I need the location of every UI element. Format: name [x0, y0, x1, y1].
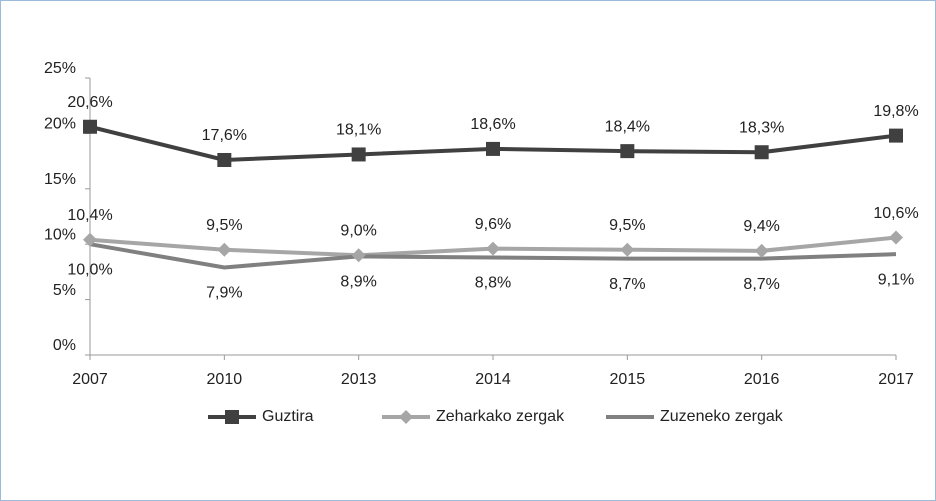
x-tick-label: 2014: [475, 371, 511, 388]
series-line: [89, 242, 897, 270]
legend-label: Zuzeneko zergak: [660, 408, 784, 425]
marker: [217, 152, 232, 167]
y-tick-label: 0%: [53, 337, 76, 354]
data-label: 8,9%: [340, 274, 376, 291]
x-tick-label: 2017: [878, 371, 914, 388]
data-label: 8,7%: [743, 276, 779, 293]
legend-label: Guztira: [262, 408, 314, 425]
marker: [486, 141, 500, 156]
y-tick-label: 25%: [44, 60, 76, 77]
marker: [399, 410, 413, 424]
marker: [351, 248, 366, 263]
data-label: 9,4%: [743, 218, 779, 235]
data-label: 9,0%: [340, 222, 376, 239]
data-label: 18,6%: [470, 116, 515, 133]
marker: [351, 147, 366, 162]
x-tick-label: 2013: [341, 371, 377, 388]
x-tick-label: 2007: [72, 371, 108, 388]
data-label: 18,1%: [336, 122, 381, 139]
data-label: 8,7%: [609, 276, 645, 293]
data-label: 20,6%: [67, 94, 112, 111]
data-label: 19,8%: [873, 103, 918, 120]
y-tick-label: 20%: [44, 116, 76, 133]
marker: [754, 145, 769, 160]
marker: [83, 232, 97, 247]
marker: [225, 410, 239, 424]
x-tick-label: 2015: [610, 371, 646, 388]
data-label: 10,4%: [67, 207, 112, 224]
data-label: 9,5%: [206, 217, 242, 234]
marker: [889, 128, 903, 143]
marker: [83, 119, 97, 134]
marker: [754, 243, 769, 258]
data-label: 17,6%: [202, 127, 247, 144]
data-label: 18,3%: [739, 119, 784, 136]
legend-label: Zeharkako zergak: [436, 408, 565, 425]
data-label: 9,1%: [878, 271, 914, 288]
marker: [486, 241, 500, 256]
data-label: 9,5%: [609, 217, 645, 234]
data-label: 8,8%: [475, 275, 511, 292]
x-tick-label: 2010: [207, 371, 243, 388]
data-label: 7,9%: [206, 285, 242, 302]
marker: [620, 144, 635, 159]
data-label: 18,4%: [605, 118, 650, 135]
y-tick-label: 5%: [53, 282, 76, 299]
data-label: 9,6%: [475, 216, 511, 233]
marker: [620, 242, 635, 257]
y-tick-label: 10%: [44, 226, 76, 243]
y-tick-label: 15%: [44, 171, 76, 188]
data-label: 10,0%: [67, 261, 112, 278]
data-label: 10,6%: [873, 205, 918, 222]
x-tick-label: 2016: [744, 371, 780, 388]
marker: [889, 230, 903, 245]
marker: [217, 242, 232, 257]
